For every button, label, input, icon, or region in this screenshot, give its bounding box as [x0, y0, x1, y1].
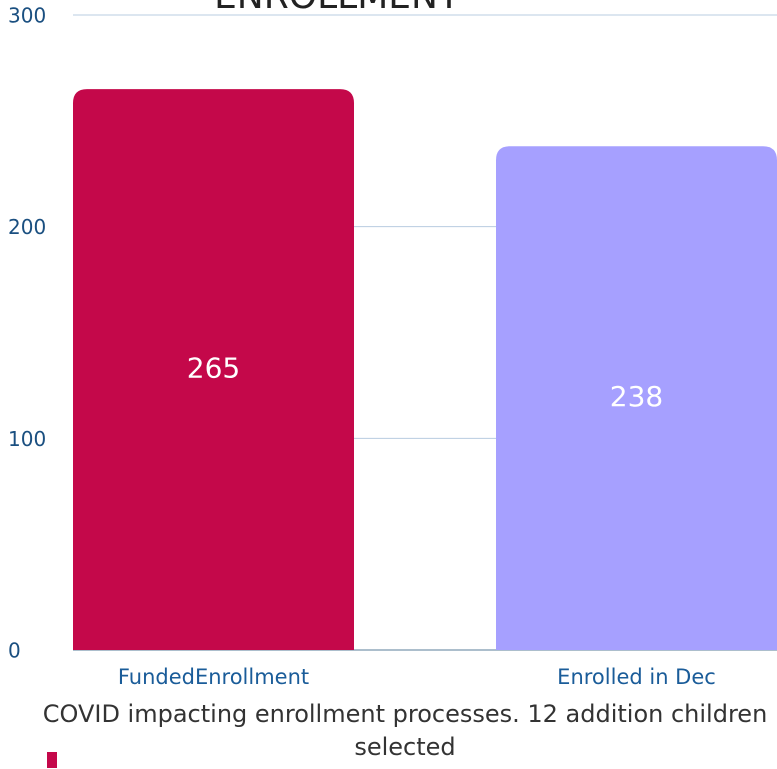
chart-title: ENROLLMENT [214, 0, 461, 17]
caption: COVID impacting enrollment processes. 12… [42, 700, 768, 761]
x-tick-label: FundedEnrollment [118, 665, 309, 689]
y-tick-label: 200 [8, 215, 46, 239]
bar [73, 89, 354, 651]
y-tick-label: 100 [8, 427, 46, 451]
value-label: 265 [187, 352, 240, 385]
legend-swatch [47, 752, 57, 768]
bar [496, 146, 777, 650]
y-tick-label: 300 [8, 4, 46, 28]
y-tick-label: 0 [8, 639, 21, 663]
value-label: 238 [610, 380, 663, 413]
x-tick-label: Enrolled in Dec [557, 665, 716, 689]
